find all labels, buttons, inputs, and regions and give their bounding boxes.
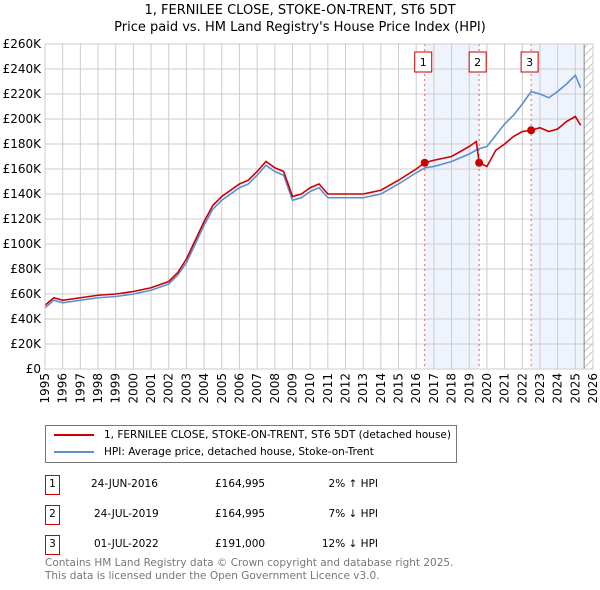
sale-price: £164,995 xyxy=(215,478,266,490)
sale-marker-box xyxy=(520,51,539,73)
legend-item-property: 1, FERNILEE CLOSE, STOKE-ON-TRENT, ST6 5… xyxy=(54,429,451,441)
x-tick-label: 1995 xyxy=(38,373,52,404)
x-tick-label: 2018 xyxy=(445,373,459,404)
sale-number-badge: 1 xyxy=(45,475,60,495)
x-tick-label: 2023 xyxy=(533,373,547,404)
x-tick-label: 2000 xyxy=(126,373,140,404)
sale-marker-label: 1 xyxy=(420,56,427,69)
y-tick-label: £160K xyxy=(3,162,43,176)
y-tick-label: £260K xyxy=(3,37,43,51)
plot-frame xyxy=(44,43,594,370)
legend-swatch-hpi xyxy=(54,451,94,453)
sale-point xyxy=(475,158,484,167)
x-tick-label: 2024 xyxy=(551,373,565,404)
y-tick-label: £20K xyxy=(10,337,42,351)
sale-number-badge: 2 xyxy=(45,505,60,525)
sale-date: 01-JUL-2022 xyxy=(94,538,159,550)
x-tick-label: 2011 xyxy=(321,373,335,404)
footer-licence: This data is licensed under the Open Gov… xyxy=(45,570,380,582)
sale-date: 24-JUL-2019 xyxy=(94,508,159,520)
sale-point xyxy=(527,126,536,135)
x-tick-label: 1999 xyxy=(109,373,123,404)
sale-point xyxy=(420,158,429,167)
x-tick-label: 2009 xyxy=(285,373,299,404)
property-line xyxy=(44,115,582,306)
x-tick-label: 2015 xyxy=(392,373,406,404)
forecast-hatch xyxy=(584,44,593,369)
y-tick-label: £240K xyxy=(3,62,43,76)
sale-hpi-diff: 12% ↓ HPI xyxy=(321,538,378,550)
x-tick-label: 2020 xyxy=(480,373,494,404)
y-tick-label: £120K xyxy=(3,212,43,226)
sale-date: 24-JUN-2016 xyxy=(91,478,158,490)
sale-hpi-diff: 2% ↑ HPI xyxy=(328,478,378,490)
x-tick-label: 2014 xyxy=(374,373,388,404)
sale-row: 3 01-JUL-2022 £191,000 12% ↓ HPI xyxy=(45,535,465,555)
footer-copyright: Contains HM Land Registry data © Crown c… xyxy=(45,557,454,569)
sale-marker-box xyxy=(468,51,487,73)
x-tick-label: 1998 xyxy=(91,373,105,404)
x-tick-label: 2004 xyxy=(197,373,211,404)
y-tick-label: £180K xyxy=(3,137,43,151)
y-tick-label: £100K xyxy=(3,237,43,251)
sale-row: 1 24-JUN-2016 £164,995 2% ↑ HPI xyxy=(45,475,465,495)
x-tick-label: 2019 xyxy=(462,373,476,404)
x-tick-label: 1997 xyxy=(73,373,87,404)
x-tick-label: 2006 xyxy=(232,373,246,404)
y-tick-label: £80K xyxy=(10,262,42,276)
x-tick-label: 2003 xyxy=(179,373,193,404)
y-tick-label: £40K xyxy=(10,312,42,326)
legend-swatch-property xyxy=(54,434,94,436)
x-tick-label: 2010 xyxy=(303,373,317,404)
y-tick-label: £60K xyxy=(10,287,42,301)
chart-subtitle: Price paid vs. HM Land Registry's House … xyxy=(114,20,486,35)
x-tick-label: 2025 xyxy=(568,373,582,404)
x-tick-label: 1996 xyxy=(56,373,70,404)
x-tick-label: 2005 xyxy=(215,373,229,404)
x-tick-label: 2008 xyxy=(268,373,282,404)
sale-marker-label: 2 xyxy=(474,56,481,69)
price-chart: £0 £20K £40K £60K £80K £100K £120K £140K £160K £1… xyxy=(3,37,600,404)
sale-number-badge: 3 xyxy=(45,535,60,555)
x-tick-label: 2007 xyxy=(250,373,264,404)
y-tick-label: £0 xyxy=(26,362,41,376)
footer: Contains HM Land Registry data © Crown c… xyxy=(45,557,453,583)
y-tick-label: £140K xyxy=(3,187,43,201)
x-tick-label: 2002 xyxy=(162,373,176,404)
x-tick-label: 2017 xyxy=(427,373,441,404)
legend-label: 1, FERNILEE CLOSE, STOKE-ON-TRENT, ST6 5… xyxy=(104,429,451,441)
sale-marker-label: 3 xyxy=(526,56,533,69)
sale-row: 2 24-JUL-2019 £164,995 7% ↓ HPI xyxy=(45,505,465,525)
x-tick-label: 2001 xyxy=(144,373,158,404)
y-tick-label: £200K xyxy=(3,112,43,126)
x-tick-label: 2016 xyxy=(409,373,423,404)
legend-label: HPI: Average price, detached house, Stok… xyxy=(104,446,374,458)
x-tick-label: 2013 xyxy=(356,373,370,404)
x-tick-label: 2012 xyxy=(339,373,353,404)
x-tick-label: 2026 xyxy=(586,373,600,404)
hpi-line xyxy=(44,73,582,309)
chart-title: 1, FERNILEE CLOSE, STOKE-ON-TRENT, ST6 5… xyxy=(144,3,456,18)
x-tick-label: 2022 xyxy=(515,373,529,404)
sale-price: £164,995 xyxy=(215,508,266,520)
x-tick-label: 2021 xyxy=(498,373,512,404)
sale-hpi-diff: 7% ↓ HPI xyxy=(328,508,378,520)
legend-item-hpi: HPI: Average price, detached house, Stok… xyxy=(54,446,374,458)
y-tick-label: £220K xyxy=(3,87,43,101)
legend: 1, FERNILEE CLOSE, STOKE-ON-TRENT, ST6 5… xyxy=(45,425,457,463)
sale-price: £191,000 xyxy=(215,538,266,550)
sale-marker-box xyxy=(414,51,433,73)
